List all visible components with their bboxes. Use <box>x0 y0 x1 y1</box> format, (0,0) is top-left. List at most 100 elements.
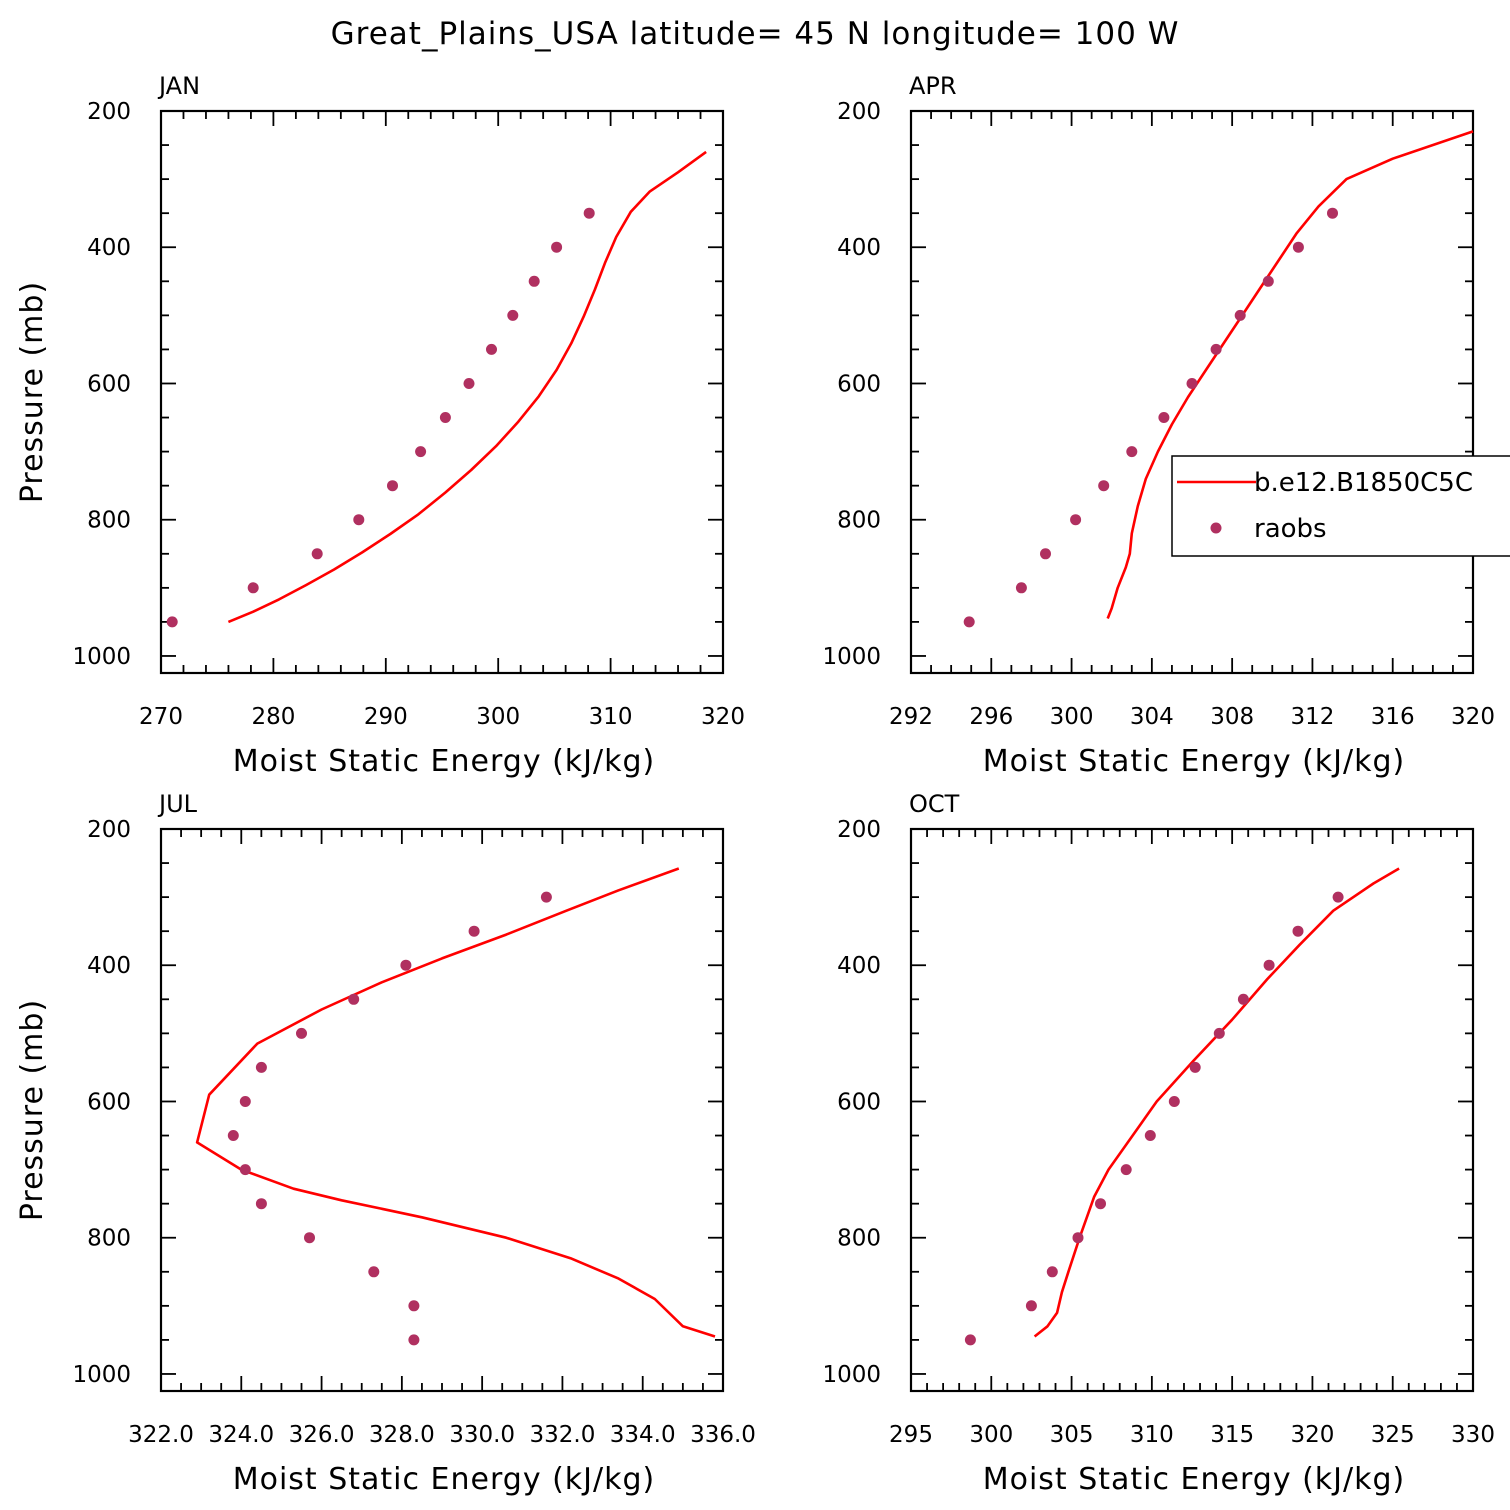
x-tick-label: 304 <box>1130 704 1174 730</box>
raobs-point <box>551 241 563 253</box>
x-tick-label: 292 <box>889 704 933 730</box>
panel-oct: OCT 295 300 305 310 315 320 325 330 200 400 600 800 1… <box>822 790 1495 1497</box>
x-tick-label: 295 <box>889 1422 933 1448</box>
y-tick-label: 600 <box>837 371 881 397</box>
raobs-point <box>964 1334 976 1346</box>
plot-frame <box>159 109 725 675</box>
raobs-point <box>239 1164 251 1176</box>
raobs-point <box>415 446 427 458</box>
legend: b.e12.B1850C5C raobs <box>1171 455 1510 557</box>
y-tick-label: 1000 <box>72 1362 131 1388</box>
raobs-point <box>1292 241 1304 253</box>
raobs-point <box>1292 925 1304 937</box>
panel-label: JUL <box>157 790 198 818</box>
panel-label: JAN <box>157 72 200 100</box>
x-axis-label: Moist Static Energy (kJ/kg) <box>983 744 1406 779</box>
raobs-point <box>247 582 259 594</box>
panels-group: JAN 270 280 290 300 310 320 200 400 600 800 1000 Moi… <box>15 72 1495 1497</box>
x-tick-label: 328.0 <box>369 1422 435 1448</box>
x-axis-label: Moist Static Energy (kJ/kg) <box>233 744 656 779</box>
series-line-model <box>1106 130 1474 619</box>
raobs-point <box>507 309 519 321</box>
raobs-point <box>1332 891 1344 903</box>
legend-label-model: b.e12.B1850C5C <box>1254 468 1473 498</box>
raobs-point <box>468 925 480 937</box>
y-tick-label: 600 <box>87 1089 131 1115</box>
raobs-point <box>1213 1027 1225 1039</box>
x-tick-label: 332.0 <box>529 1422 595 1448</box>
x-tick-label: 308 <box>1210 704 1254 730</box>
y-tick-label: 800 <box>837 508 881 534</box>
x-tick-label: 324.0 <box>208 1422 274 1448</box>
panel-apr: APR 292 296 300 304 308 312 316 320 200 400 600 800 1… <box>822 72 1495 779</box>
x-tick-label: 300 <box>1050 704 1094 730</box>
y-tick-label: 1000 <box>72 644 131 670</box>
x-tick-label: 330 <box>1451 1422 1495 1448</box>
raobs-point <box>1120 1164 1132 1176</box>
legend-marker-swatch <box>1210 522 1222 534</box>
raobs-point <box>463 378 475 389</box>
y-tick-label: 1000 <box>822 1362 881 1388</box>
raobs-point <box>1098 480 1110 492</box>
raobs-point <box>311 548 323 560</box>
raobs-point <box>1025 1300 1037 1312</box>
raobs-point <box>1189 1061 1201 1073</box>
raobs-point <box>239 1096 251 1107</box>
y-axis-label: Pressure (mb) <box>15 999 50 1221</box>
series-line-model <box>195 867 716 1338</box>
x-tick-label: 330.0 <box>449 1422 515 1448</box>
panel-jan: JAN 270 280 290 300 310 320 200 400 600 800 1000 Moi… <box>15 72 745 779</box>
raobs-point <box>439 412 451 423</box>
raobs-point <box>1168 1096 1180 1107</box>
raobs-point <box>486 343 497 355</box>
raobs-point <box>1095 1198 1106 1210</box>
raobs-point <box>583 207 595 219</box>
panel-label: OCT <box>909 790 960 818</box>
raobs-point <box>1144 1130 1156 1141</box>
raobs-point <box>1327 207 1338 219</box>
y-tick-label: 200 <box>87 817 131 843</box>
raobs-point <box>353 514 365 526</box>
raobs-point <box>963 616 975 628</box>
y-tick-label: 1000 <box>822 644 881 670</box>
raobs-point <box>255 1061 267 1073</box>
figure-title: Great_Plains_USA latitude= 45 N longitud… <box>331 16 1180 52</box>
x-tick-label: 300 <box>969 1422 1013 1448</box>
x-tick-label: 325 <box>1371 1422 1415 1448</box>
raobs-point <box>1070 514 1082 526</box>
raobs-point <box>1040 548 1051 560</box>
legend-box <box>1171 455 1510 557</box>
x-tick-label: 320 <box>1451 704 1495 730</box>
y-tick-label: 800 <box>837 1226 881 1252</box>
raobs-point <box>1186 378 1198 389</box>
raobs-point <box>408 1300 420 1312</box>
y-tick-label: 400 <box>837 953 881 979</box>
raobs-point <box>368 1266 380 1278</box>
x-tick-label: 310 <box>589 704 633 730</box>
raobs-point <box>166 616 178 628</box>
x-tick-label: 290 <box>364 704 408 730</box>
y-tick-label: 200 <box>87 99 131 125</box>
y-tick-label: 400 <box>87 235 131 261</box>
x-tick-label: 322.0 <box>128 1422 194 1448</box>
raobs-point <box>528 275 540 287</box>
panel-label: APR <box>909 72 957 100</box>
x-tick-label: 315 <box>1210 1422 1254 1448</box>
x-tick-label: 296 <box>969 704 1013 730</box>
y-tick-label: 200 <box>837 99 881 125</box>
x-tick-label: 320 <box>1290 1422 1334 1448</box>
x-axis-label: Moist Static Energy (kJ/kg) <box>983 1462 1406 1497</box>
x-tick-label: 326.0 <box>289 1422 355 1448</box>
raobs-point <box>387 480 398 492</box>
raobs-point <box>348 993 360 1005</box>
plot-frame <box>909 827 1475 1393</box>
y-tick-label: 400 <box>837 235 881 261</box>
x-tick-label: 316 <box>1371 704 1415 730</box>
raobs-point <box>304 1232 315 1244</box>
raobs-point <box>1237 993 1249 1005</box>
raobs-point <box>1015 582 1027 594</box>
raobs-point <box>1158 412 1170 423</box>
y-tick-label: 200 <box>837 817 881 843</box>
x-tick-label: 270 <box>139 704 183 730</box>
